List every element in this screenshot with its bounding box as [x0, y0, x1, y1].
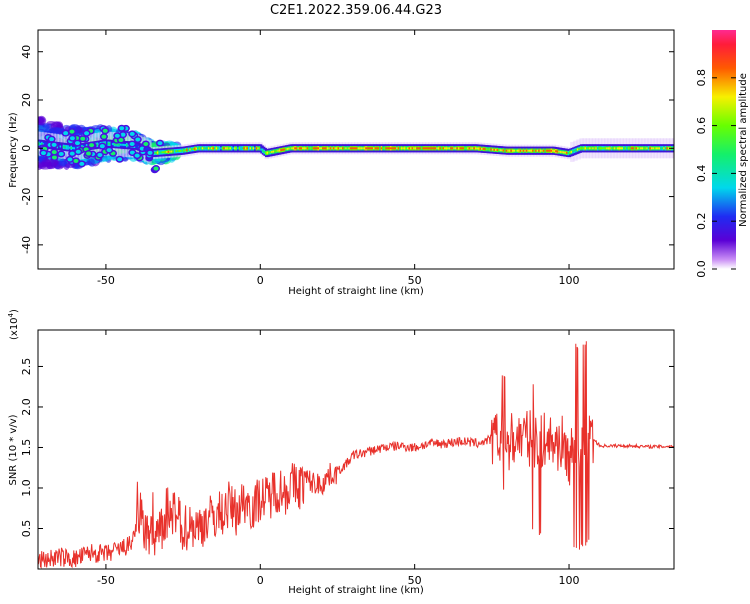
heat-blob: [74, 141, 80, 146]
heat-blob: [120, 132, 126, 137]
spectrogram-ytick-label: 0: [20, 145, 33, 152]
colorbar-gradient: [712, 30, 736, 269]
spectrogram-ytick-label: -40: [20, 236, 33, 254]
heat-cell: [56, 123, 64, 129]
heat-blob: [63, 131, 69, 136]
snr-panel: -50 0 50 100 0.5 1.0 1.5 2.0 2.5 Height of strai…: [7, 309, 675, 596]
heat-blob: [51, 155, 57, 160]
heat-blob: [147, 150, 153, 155]
snr-axes: -50 0 50 100 0.5 1.0 1.5 2.0 2.5: [20, 330, 674, 587]
heat-blob: [135, 137, 141, 142]
heat-blob: [102, 128, 108, 133]
snr-xtick-label: 50: [408, 574, 422, 587]
colorbar-ticks: 0.0 0.2 0.4 0.6 0.8: [695, 69, 736, 278]
heat-blob: [114, 133, 120, 138]
heat-blob: [129, 141, 135, 146]
snr-xtick-label: -50: [97, 574, 115, 587]
heat-blob: [86, 151, 92, 156]
heat-blob: [134, 153, 140, 158]
heat-blob: [58, 151, 64, 156]
heat-blob: [89, 143, 95, 148]
heat-blob: [118, 138, 124, 143]
spectrogram-ytick-label: 40: [20, 45, 33, 59]
spectrogram-xtick-label: 100: [559, 274, 580, 287]
snr-ytick-label: 1.0: [20, 479, 33, 497]
heat-blob: [40, 151, 46, 156]
spectrogram-axes: -50 0 50 100 -40 -20 0 20 40: [20, 30, 674, 287]
snr-xtick-label: 0: [257, 574, 264, 587]
heat-blob: [75, 149, 81, 154]
heat-blob: [119, 126, 125, 131]
snr-series-line: [38, 341, 674, 569]
heat-blob: [69, 136, 75, 141]
snr-plot-area: [38, 341, 674, 569]
heat-blob: [51, 142, 57, 147]
heat-blob: [79, 161, 85, 166]
snr-xtick-label: 100: [559, 574, 580, 587]
snr-y-multiplier: (x104): [7, 309, 20, 340]
colorbar: 0.0 0.2 0.4 0.6 0.8 Normalized spectral ampl…: [695, 30, 749, 278]
spectrogram-ytick-label: 20: [20, 93, 33, 107]
heat-blob: [106, 148, 112, 153]
spectrogram-ytick-label: -20: [20, 188, 33, 206]
heat-blob: [117, 157, 123, 162]
heat-blob: [101, 134, 107, 139]
heat-blob: [97, 152, 103, 157]
colorbar-tick-label: 0.4: [695, 165, 708, 183]
colorbar-label: Normalized spectral amplitude: [738, 73, 749, 227]
spectrogram-xtick-label: 50: [408, 274, 422, 287]
snr-y-label: SNR (10 * v/v): [8, 414, 19, 485]
snr-x-label: Height of straight line (km): [288, 585, 424, 596]
heat-blob: [69, 151, 75, 156]
snr-ytick-label: 2.0: [20, 398, 33, 416]
heat-blob: [129, 150, 135, 155]
colorbar-tick-label: 0.2: [695, 212, 708, 230]
heat-blob: [143, 141, 149, 146]
spectrogram-y-label: Frequency (Hz): [8, 112, 19, 188]
heat-cell: [86, 158, 95, 166]
heat-blob: [49, 137, 55, 142]
heat-blob: [69, 129, 75, 134]
heat-cell: [50, 127, 62, 133]
heat-blob: [157, 141, 163, 146]
spectrogram-xtick-label: 0: [257, 274, 264, 287]
snr-ytick-label: 0.5: [20, 520, 33, 538]
heat-cell: [58, 158, 68, 167]
snr-ytick-label: 1.5: [20, 439, 33, 457]
spectrogram-heatmap: [38, 115, 674, 174]
spectrogram-panel: -50 0 50 100 -40 -20 0 20 40 Height of straight …: [8, 29, 675, 297]
spectrogram-xtick-label: -50: [97, 274, 115, 287]
colorbar-tick-label: 0.8: [695, 69, 708, 87]
heat-blob: [73, 158, 79, 163]
colorbar-tick-label: 0.6: [695, 117, 708, 135]
colorbar-tick-label: 0.0: [695, 260, 708, 278]
heat-blob: [67, 157, 73, 162]
heat-blob: [99, 144, 105, 149]
heat-blob: [153, 166, 159, 171]
heat-blob: [84, 131, 90, 136]
snr-frame: [37, 329, 675, 570]
heat-blob: [80, 136, 86, 141]
snr-ytick-label: 2.5: [20, 358, 33, 376]
heat-blob: [129, 131, 135, 136]
spectrogram-frame: [37, 29, 675, 270]
heat-blob: [51, 150, 57, 155]
figure-title: C2E1.2022.359.06.44.G23: [270, 3, 442, 18]
spectrogram-x-label: Height of straight line (km): [288, 286, 424, 297]
heat-cell: [38, 115, 47, 126]
